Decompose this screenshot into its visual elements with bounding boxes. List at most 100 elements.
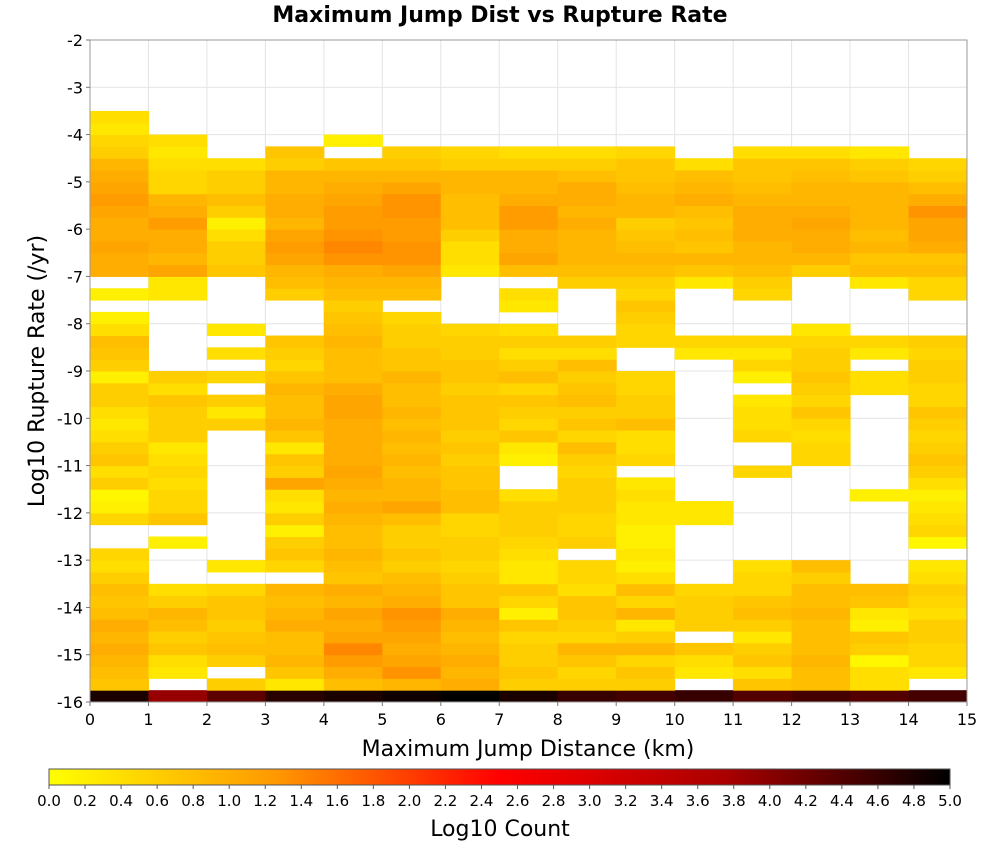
- colorbar-tick-label: 1.4: [289, 792, 313, 810]
- colorbar-ticks: 0.0 0.2 0.4 0.6 0.8 1.0 1.2 1.4 1.6 1.8 2.0 2.2 2.4 2…: [37, 785, 962, 810]
- heatmap-cell: [382, 146, 442, 159]
- chart-title: Maximum Jump Dist vs Rupture Rate: [272, 3, 727, 28]
- heatmap-cell: [440, 229, 500, 242]
- heatmap-cell: [323, 158, 383, 171]
- heatmap-cell: [557, 406, 617, 419]
- heatmap-cell: [323, 678, 383, 691]
- x-tick-label: 10: [664, 710, 684, 729]
- heatmap-cell: [674, 217, 734, 230]
- heatmap-cell: [791, 430, 851, 443]
- heatmap-cell: [908, 288, 968, 301]
- heatmap-cell: [440, 205, 500, 218]
- heatmap-cell: [850, 583, 910, 597]
- heatmap-cell: [499, 323, 559, 337]
- heatmap-cell: [850, 642, 910, 656]
- heatmap-cell: [265, 217, 325, 230]
- heatmap-cell: [733, 654, 793, 668]
- y-tick-label: -10: [57, 409, 83, 428]
- heatmap-cell: [850, 654, 910, 668]
- heatmap-cell: [791, 371, 851, 384]
- heatmap-cell: [90, 146, 149, 159]
- heatmap-cell: [791, 642, 851, 656]
- colorbar-tick-label: 1.0: [217, 792, 241, 810]
- heatmap-cell: [674, 654, 734, 668]
- heatmap-cell: [791, 382, 851, 396]
- heatmap-cell: [323, 264, 383, 277]
- heatmap-cell: [616, 441, 676, 455]
- heatmap-cell: [265, 146, 325, 159]
- heatmap-cell: [440, 607, 500, 620]
- heatmap-cell: [323, 359, 383, 372]
- heatmap-cell: [616, 264, 676, 277]
- heatmap-cell: [908, 406, 968, 419]
- heatmap-cell: [908, 595, 968, 608]
- heatmap-cell: [265, 382, 325, 396]
- heatmap-cell: [616, 512, 676, 526]
- colorbar-tick-label: 3.8: [722, 792, 746, 810]
- heatmap-cell: [440, 477, 500, 490]
- heatmap-cell: [90, 170, 149, 183]
- heatmap-cell: [265, 654, 325, 668]
- heatmap-cell: [908, 217, 968, 230]
- heatmap-cell: [323, 607, 383, 620]
- heatmap-cell: [850, 371, 910, 384]
- heatmap-cell: [382, 548, 442, 561]
- heatmap-cell: [90, 394, 149, 407]
- x-tick-label: 3: [260, 710, 270, 729]
- heatmap-cell: [382, 642, 442, 656]
- heatmap-cell: [148, 276, 208, 289]
- heatmap-cell: [616, 536, 676, 549]
- heatmap-cell: [733, 583, 793, 597]
- heatmap-cell: [148, 205, 208, 218]
- heatmap-cell: [90, 678, 149, 691]
- heatmap-cell: [499, 347, 559, 360]
- heatmap-cell: [265, 205, 325, 218]
- heatmap-cell: [265, 512, 325, 526]
- heatmap-cell: [616, 690, 676, 703]
- heatmap-cell: [557, 595, 617, 608]
- heatmap-cell: [148, 252, 208, 266]
- heatmap-cell: [908, 666, 968, 679]
- heatmap-cell: [791, 359, 851, 372]
- colorbar-tick-label: 4.2: [794, 792, 818, 810]
- heatmap-cell: [265, 631, 325, 644]
- heatmap-cell: [206, 418, 266, 431]
- heatmap-cell: [733, 170, 793, 183]
- heatmap-cell: [616, 193, 676, 206]
- colorbar-tick-label: 0.8: [181, 792, 205, 810]
- heatmap-cell: [206, 264, 266, 277]
- heatmap-cell: [557, 477, 617, 490]
- heatmap-cell: [148, 158, 208, 171]
- heatmap-cell: [206, 158, 266, 171]
- heatmap-cell: [791, 181, 851, 195]
- heatmap-cell: [908, 335, 968, 348]
- heatmap-cell: [674, 276, 734, 289]
- heatmap-cell: [440, 359, 500, 372]
- heatmap-cell: [206, 631, 266, 644]
- heatmap-cell: [382, 217, 442, 230]
- heatmap-cell: [850, 146, 910, 159]
- heatmap-cell: [206, 229, 266, 242]
- heatmap-cell: [850, 158, 910, 171]
- heatmap-cell: [440, 666, 500, 679]
- heatmap-cell: [90, 359, 149, 372]
- heatmap-cell: [791, 347, 851, 360]
- heatmap-cell: [323, 288, 383, 301]
- heatmap-cell: [908, 571, 968, 585]
- heatmap-cell: [557, 666, 617, 679]
- heatmap-cell: [265, 583, 325, 597]
- heatmap-cell: [265, 678, 325, 691]
- heatmap-cell: [323, 382, 383, 396]
- heatmap-cell: [499, 619, 559, 632]
- heatmap-cell: [323, 595, 383, 608]
- heatmap-cell: [674, 240, 734, 254]
- x-tick-label: 15: [957, 710, 977, 729]
- heatmap-cell: [557, 371, 617, 384]
- heatmap-cell: [674, 347, 734, 360]
- heatmap-cell: [908, 371, 968, 384]
- heatmap-cell: [557, 229, 617, 242]
- heatmap-cell: [382, 311, 442, 325]
- heatmap-cell: [382, 512, 442, 526]
- heatmap-cell: [908, 583, 968, 597]
